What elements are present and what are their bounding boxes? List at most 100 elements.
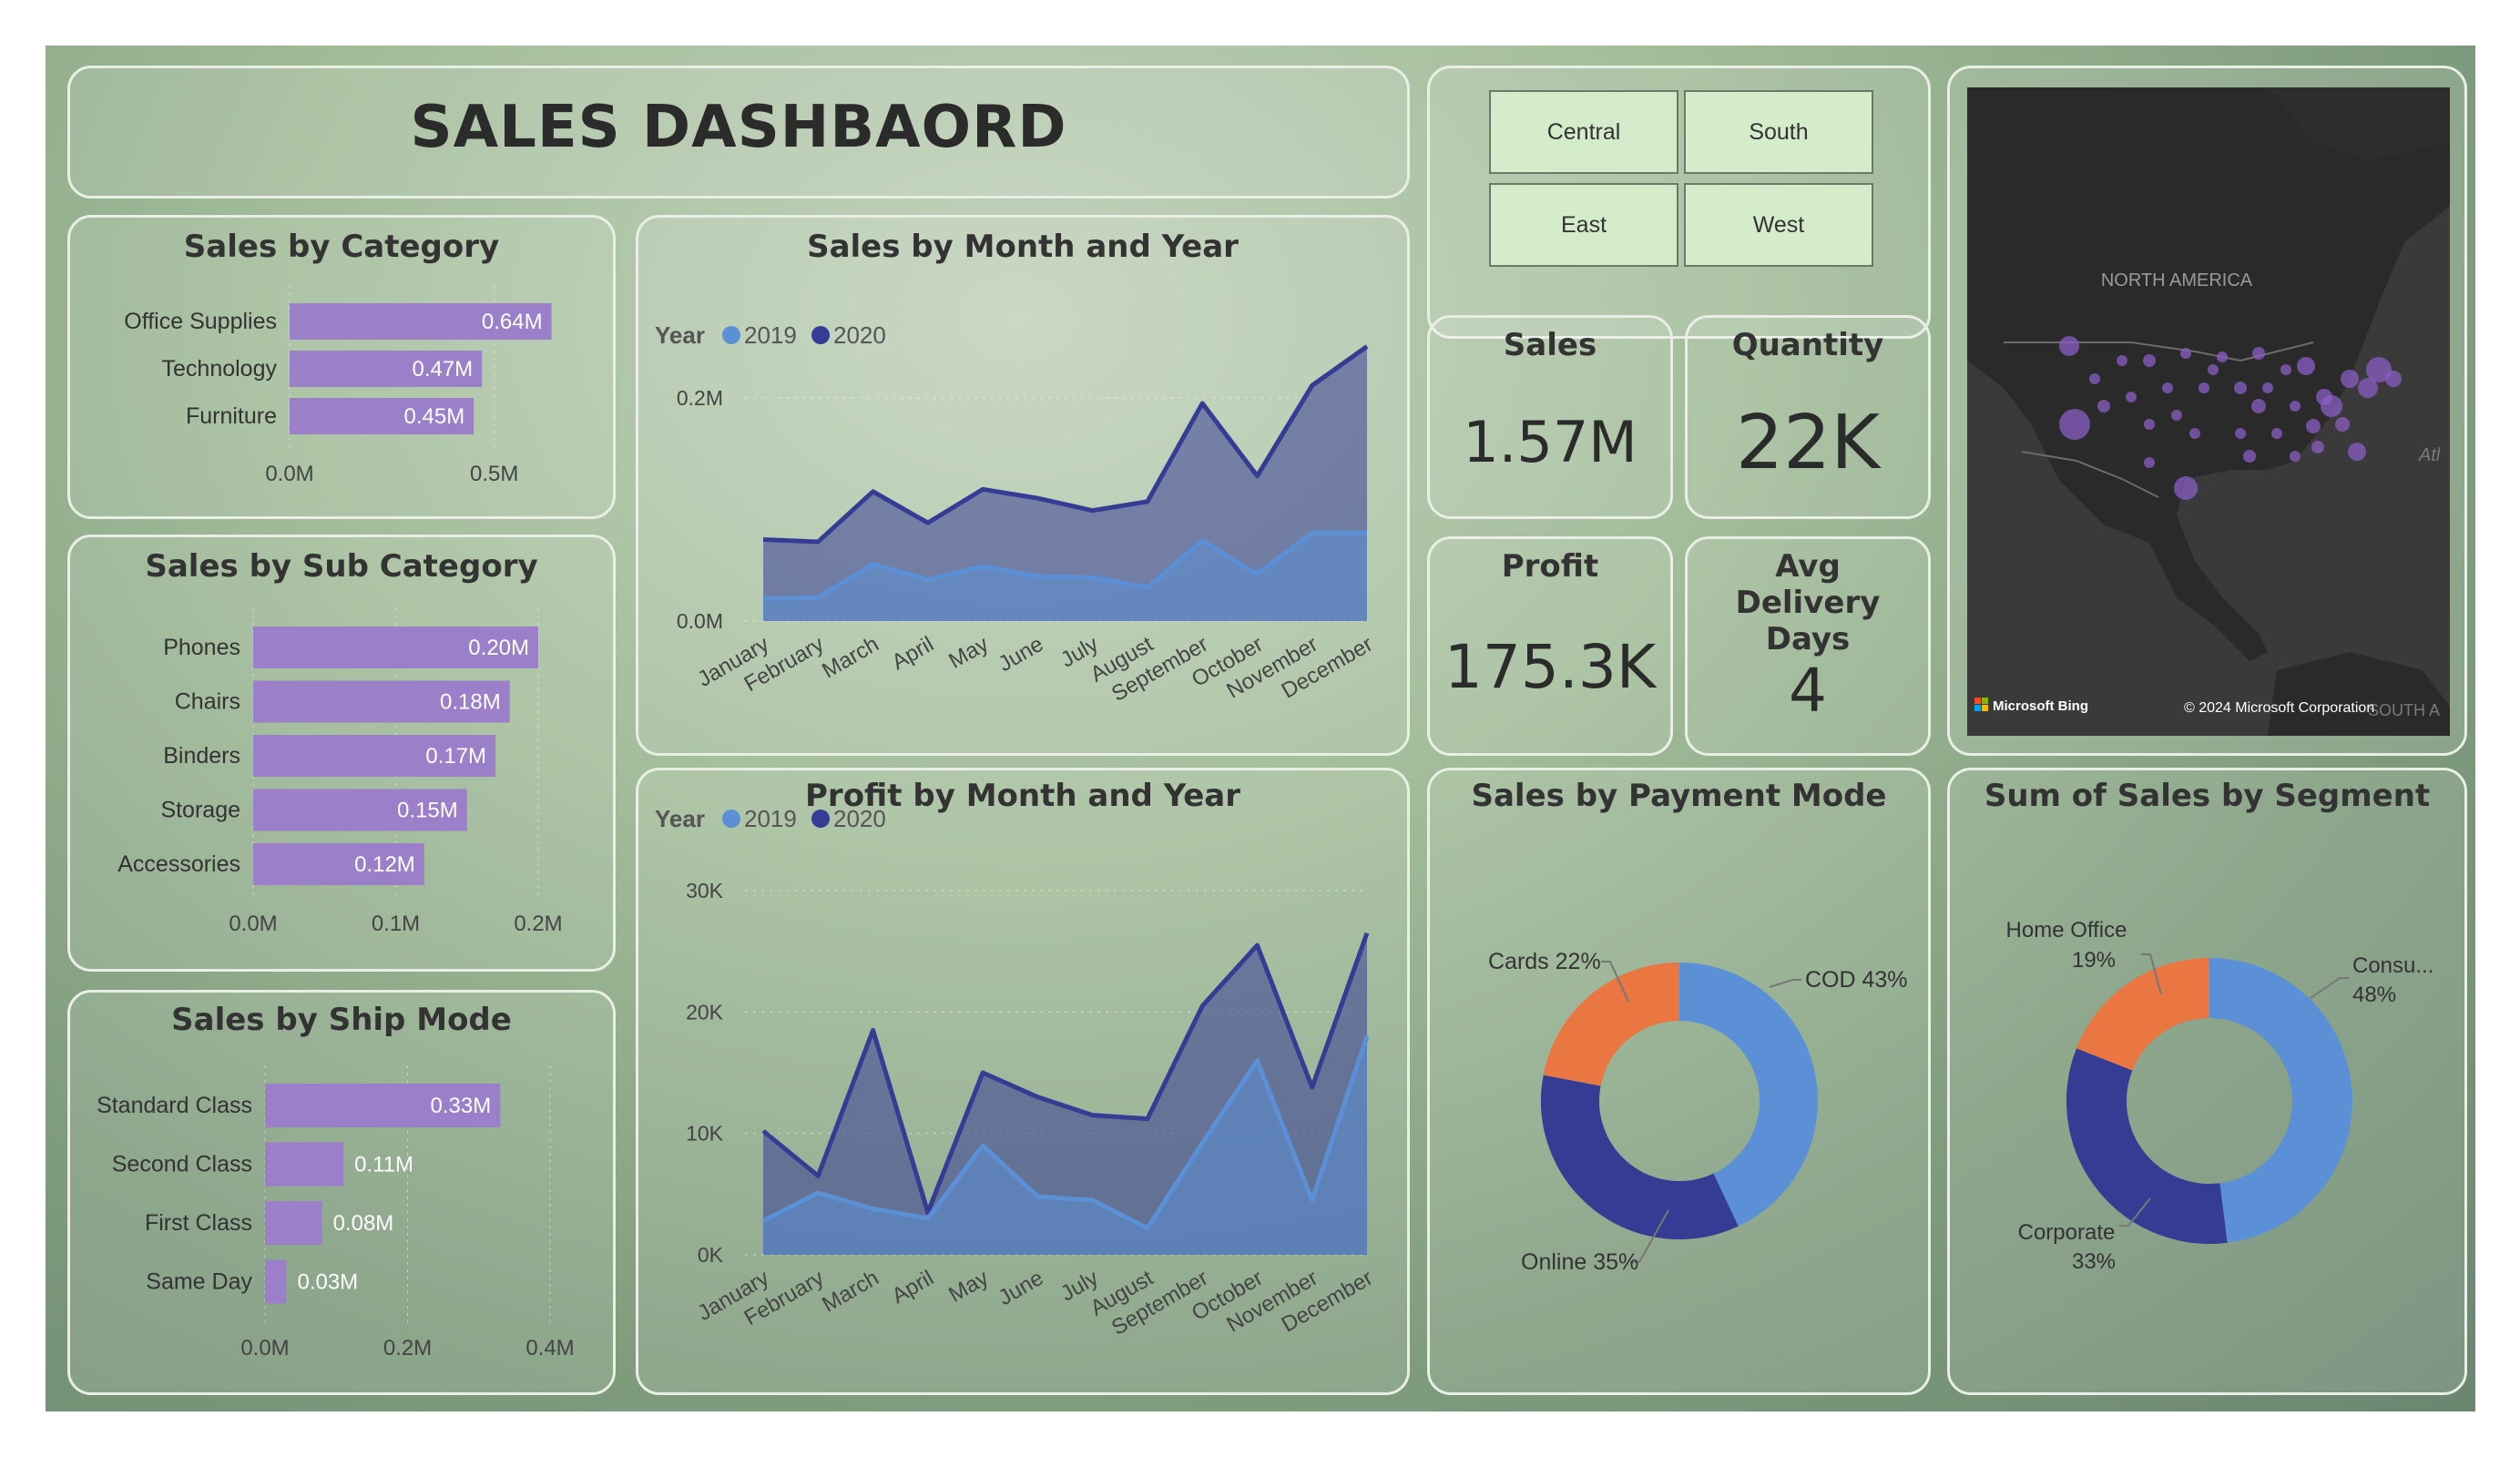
map-dot <box>2243 450 2256 463</box>
map-land-central-america <box>2149 543 2268 661</box>
kpi-label: Avg Delivery Days <box>1735 548 1881 657</box>
slice-label: Home Office <box>2006 918 2127 942</box>
x-tick-label: June <box>995 632 1048 677</box>
map-dot <box>2089 373 2100 384</box>
category-label: Accessories <box>117 851 240 877</box>
legend-marker-2020 <box>811 810 830 828</box>
y-tick-label: 10K <box>686 1122 724 1146</box>
data-label: 0.20M <box>468 636 529 660</box>
donut-slice-corporate <box>2066 1048 2228 1244</box>
data-label: 0.47M <box>412 357 473 382</box>
bar <box>253 843 424 885</box>
map-dot <box>2366 357 2392 382</box>
series-line-2020 <box>762 344 1369 545</box>
sales-by-payment-panel: Sales by Payment Mode COD 43% Online 35% C… <box>1427 768 1931 1395</box>
title-panel: SALES DASHBAORD <box>67 66 1410 199</box>
map-dot <box>2234 382 2247 394</box>
sales-by-month-panel: Sales by Month and Year Year 2019 2020 0.0M… <box>636 215 1410 756</box>
chart-title: Sales by Month and Year <box>807 229 1239 265</box>
map-dot <box>2162 382 2173 393</box>
map-dot <box>2144 457 2155 468</box>
leader-line <box>2119 1197 2151 1227</box>
x-tick-label: April <box>888 632 938 675</box>
category-label: Binders <box>163 743 240 769</box>
map-dot <box>2171 410 2182 421</box>
bar <box>253 680 510 723</box>
category-label: Phones <box>163 635 240 660</box>
map-dot <box>2321 395 2342 417</box>
sales-kpi-card: Sales 1.57M <box>1427 315 1673 519</box>
y-tick-label: 30K <box>686 879 724 902</box>
map-dot <box>2385 371 2402 387</box>
quantity-kpi-card: Quantity 22K <box>1685 315 1931 519</box>
map-copyright: © 2024 Microsoft Corporation <box>2184 700 2374 716</box>
data-label: 0.33M <box>431 1094 492 1118</box>
donut-slice-consumer <box>2209 958 2352 1243</box>
sales-by-subcategory-panel: Sales by Sub Category 0.0M 0.1M 0.2M Phones… <box>67 535 616 972</box>
slice-label: Corporate <box>2018 1220 2116 1245</box>
region-button-south[interactable]: South <box>1684 90 1873 174</box>
map-dot <box>2189 428 2200 439</box>
map-land-south-america <box>2268 652 2450 736</box>
data-label: 0.11M <box>354 1153 413 1177</box>
bar <box>253 627 538 668</box>
map-dot <box>2290 401 2301 412</box>
x-tick-label: 0.1M <box>372 912 420 936</box>
legend-title: Year <box>655 321 705 349</box>
kpi-label: Profit <box>1501 548 1599 585</box>
region-button-west[interactable]: West <box>1684 183 1873 267</box>
donut-slice-online <box>1541 1075 1739 1239</box>
legend-marker-2019 <box>722 810 740 828</box>
kpi-label: Quantity <box>1731 327 1884 363</box>
kpi-value: 1.57M <box>1463 409 1637 475</box>
donut-slice-cards <box>1543 963 1681 1087</box>
x-tick-label: May <box>944 1266 993 1308</box>
chart-title: Profit by Month and Year <box>805 778 1240 814</box>
chart-title: Sales by Payment Mode <box>1471 778 1887 814</box>
bar <box>290 398 474 434</box>
slice-label: Cards 22% <box>1488 949 1601 974</box>
kpi-label: Sales <box>1503 327 1597 363</box>
x-tick-label: 0.0M <box>229 912 277 936</box>
series-line-2020 <box>761 932 1370 1215</box>
sales-map[interactable]: NORTH AMERICA Atl SOUTH A Microsoft Bing… <box>1967 87 2450 736</box>
kpi-value: 175.3K <box>1444 632 1657 702</box>
profit-by-month-chart: Year 2019 20200K10K20K30KJanuaryFebruaryMa… <box>655 805 1377 1340</box>
microsoft-logo-icon <box>1982 698 1988 704</box>
x-tick-label: March <box>818 1266 883 1318</box>
legend-title: Year <box>655 805 705 832</box>
region-slicer-panel: Central South East West <box>1427 66 1931 339</box>
slice-label: COD 43% <box>1805 967 1908 993</box>
data-label: 0.64M <box>482 310 543 334</box>
legend-label: 2020 <box>833 805 886 832</box>
map-dot <box>2335 417 2350 432</box>
map-dot <box>2180 348 2191 359</box>
category-label: Storage <box>160 798 240 823</box>
x-tick-label: 0.0M <box>240 1336 289 1360</box>
leader-line <box>1601 961 1629 1003</box>
data-label: 0.45M <box>403 404 464 429</box>
category-label: First Class <box>145 1210 252 1236</box>
x-tick-label: 0.0M <box>265 462 313 486</box>
leader-line <box>1769 979 1801 988</box>
sales-by-category-chart: 0.0M 0.5M Office Supplies 0.64M Technology 0.… <box>124 285 552 486</box>
category-label: Technology <box>162 356 278 382</box>
chart-title: Sales by Sub Category <box>145 548 538 585</box>
sales-by-shipmode-panel: Sales by Ship Mode 0.0M 0.2M 0.4M Standard … <box>67 990 616 1395</box>
map-dot <box>2217 352 2228 362</box>
region-button-central[interactable]: Central <box>1489 90 1678 174</box>
region-button-east[interactable]: East <box>1489 183 1678 267</box>
map-dot <box>2262 382 2273 393</box>
sales-by-segment-chart: Consu... 48% Corporate 33% Home Office 19% <box>2006 918 2434 1274</box>
x-tick-label: 0.2M <box>514 912 562 936</box>
microsoft-logo-icon <box>1982 705 1988 711</box>
sales-by-month-chart: Year 2019 20200.0M0.2MJanuaryFebruaryMarch… <box>655 321 1377 707</box>
bar <box>265 1201 322 1245</box>
bing-label: Microsoft Bing <box>1993 698 2088 714</box>
map-dot <box>2126 392 2137 402</box>
map-dot <box>2280 364 2291 375</box>
legend-label: 2019 <box>744 321 797 349</box>
data-label: 0.18M <box>440 690 501 715</box>
map-dot <box>2271 428 2282 439</box>
bar <box>265 1259 287 1304</box>
